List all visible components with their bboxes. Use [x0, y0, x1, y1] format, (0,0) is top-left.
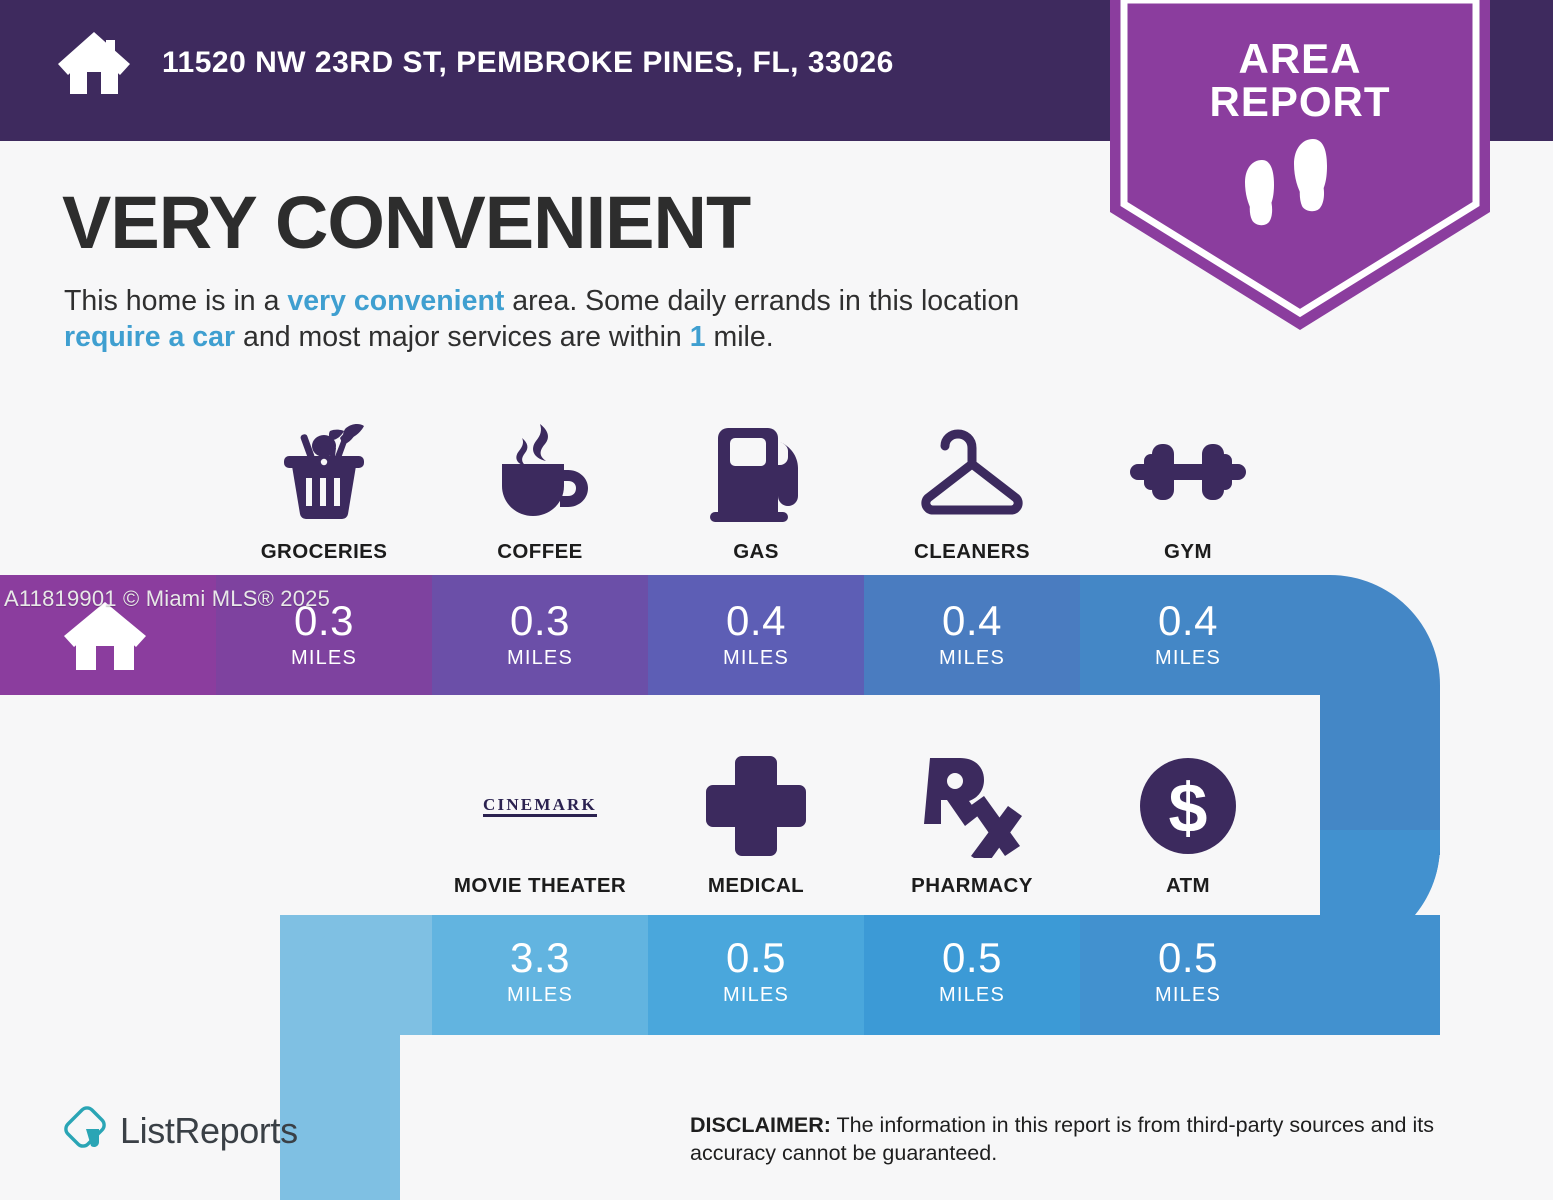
amenity-groceries: GROCERIES — [216, 418, 432, 564]
disclaimer: DISCLAIMER: The information in this repo… — [690, 1112, 1510, 1168]
disclaimer-text: The information in this report is from t… — [690, 1113, 1434, 1165]
amenity-coffee: COFFEE — [432, 418, 648, 564]
header-content: 11520 NW 23RD ST, PEMBROKE PINES, FL, 33… — [56, 30, 894, 96]
cinemark-logo: CINEMARK — [483, 752, 597, 860]
summary-highlight-2: require a car — [64, 321, 236, 354]
medical-cross-icon — [704, 752, 808, 860]
area-report-badge: AREA REPORT — [1110, 0, 1490, 330]
badge-line-1: AREA — [1238, 35, 1362, 82]
amenity-label: GAS — [733, 540, 779, 563]
grocery-basket-icon — [268, 418, 380, 526]
disclaimer-label: DISCLAIMER: — [690, 1113, 831, 1137]
amenity-label: ATM — [1165, 874, 1211, 897]
summary-highlight-3: 1 — [689, 321, 706, 354]
summary-text: This home is in a very convenient area. … — [64, 283, 1104, 356]
amenity-label: GYM — [1164, 540, 1212, 563]
amenity-icon-row-1: GROCERIES COFFEE — [216, 418, 1296, 564]
coffee-cup-icon — [484, 418, 596, 526]
amenity-label: GROCERIES — [260, 540, 388, 563]
cinemark-wordmark: CINEMARK — [483, 796, 597, 817]
listreports-house-tag-icon — [62, 1105, 108, 1156]
home-icon — [56, 30, 132, 96]
badge-line-2: REPORT — [1209, 77, 1391, 125]
amenity-cleaners: CLEANERS — [864, 418, 1080, 564]
dumbbell-icon — [1126, 418, 1250, 526]
summary-part-1: This home is in a — [64, 285, 288, 317]
amenity-gym: GYM — [1080, 418, 1296, 564]
page-title: VERY CONVENIENT — [62, 181, 751, 264]
amenity-medical: MEDICAL — [648, 752, 864, 898]
listreports-wordmark: ListReports — [120, 1109, 298, 1151]
ribbon-body — [0, 575, 1440, 1200]
amenity-movie-theater: CINEMARK MOVIE THEATER — [432, 752, 648, 898]
amenity-label: PHARMACY — [911, 874, 1033, 897]
amenity-gas: GAS — [648, 418, 864, 564]
summary-part-4: mile. — [705, 321, 774, 354]
gas-pump-icon — [700, 418, 812, 526]
property-address: 11520 NW 23RD ST, PEMBROKE PINES, FL, 33… — [162, 46, 894, 79]
rx-pharmacy-icon — [920, 752, 1024, 860]
amenity-label: CLEANERS — [914, 540, 1030, 563]
amenity-atm: $ ATM — [1080, 752, 1296, 898]
clothes-hanger-icon — [910, 418, 1034, 526]
listreports-logo: ListReports — [62, 1105, 298, 1156]
summary-part-3: and most major services are within — [235, 321, 690, 354]
dollar-circle-icon: $ — [1136, 752, 1240, 860]
footprints-icon — [1245, 139, 1327, 226]
amenity-pharmacy: PHARMACY — [864, 752, 1080, 898]
mls-watermark: A11819901 © Miami MLS® 2025 — [4, 586, 331, 611]
amenity-label: MEDICAL — [707, 874, 805, 897]
badge-text: AREA REPORT — [1110, 35, 1490, 125]
summary-part-2: area. Some daily errands in this locatio… — [504, 285, 1020, 317]
amenity-label: COFFEE — [497, 540, 583, 563]
amenity-label: MOVIE THEATER — [453, 874, 627, 897]
distance-ribbon — [0, 575, 1440, 1200]
amenity-icon-row-2: CINEMARK MOVIE THEATER MEDICAL — [432, 752, 1296, 898]
summary-highlight-1: very convenient — [287, 285, 505, 317]
svg-text:$: $ — [1169, 769, 1208, 847]
